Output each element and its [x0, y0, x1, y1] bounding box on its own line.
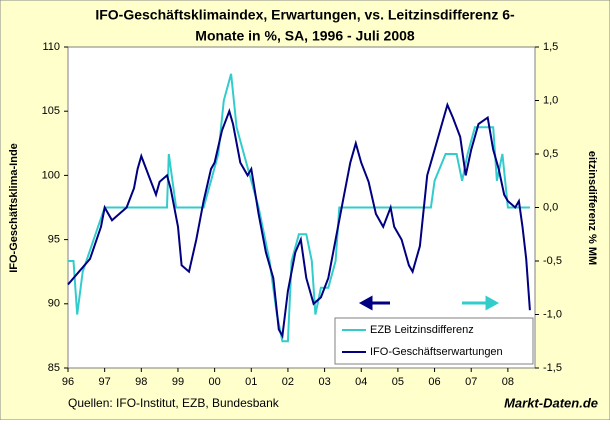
x-tick-label: 98 — [135, 376, 147, 388]
arrow-right — [462, 295, 500, 311]
x-tick-label: 99 — [172, 376, 184, 388]
y2-tick-label: -1,0 — [543, 308, 562, 320]
x-tick-label: 96 — [62, 376, 74, 388]
brand: Markt-Daten.de — [504, 395, 598, 410]
x-tick-label: 00 — [208, 376, 220, 388]
x-tick-label: 08 — [502, 376, 514, 388]
y-tick-label: 105 — [42, 105, 60, 117]
y2-tick-label: 1,5 — [543, 41, 558, 53]
series-line — [67, 101, 531, 340]
y-tick-label: 110 — [42, 41, 60, 53]
y-tick-label: 95 — [48, 234, 60, 246]
y-axis-label: IFO-Geschäftsklima-Inde — [8, 143, 20, 273]
y2-tick-label: 0,5 — [543, 148, 558, 160]
y2-tick-label: -0,5 — [543, 255, 562, 267]
y2-axis-label: eitzinsdifferenz % MM — [586, 151, 598, 265]
chart-title: Monate in %, SA, 1996 - Juli 2008 — [195, 28, 415, 44]
x-tick-label: 02 — [282, 376, 294, 388]
x-tick-label: 07 — [465, 376, 477, 388]
arrow-left — [358, 295, 390, 311]
y2-tick-label: 1,0 — [543, 94, 558, 106]
y-tick-label: 100 — [42, 169, 60, 181]
y2-tick-label: 0,0 — [543, 201, 558, 213]
legend — [334, 317, 534, 365]
y-tick-label: 85 — [48, 362, 60, 374]
x-tick-label: 04 — [355, 376, 367, 388]
legend-label: EZB Leitzinsdifferenz — [370, 324, 474, 336]
y2-tick-label: -1,5 — [543, 362, 562, 374]
x-tick-label: 05 — [392, 376, 404, 388]
x-tick-label: 01 — [245, 376, 257, 388]
chart-title: IFO-Geschäftsklimaindex, Erwartungen, vs… — [95, 7, 515, 23]
legend-label: IFO-Geschäftserwartungen — [370, 346, 503, 358]
series-line — [68, 73, 530, 343]
x-tick-label: 06 — [428, 376, 440, 388]
y-tick-label: 90 — [48, 298, 60, 310]
x-tick-label: 03 — [318, 376, 330, 388]
x-tick-label: 97 — [99, 376, 111, 388]
source: Quellen: IFO-Institut, EZB, Bundesbank — [68, 396, 280, 410]
